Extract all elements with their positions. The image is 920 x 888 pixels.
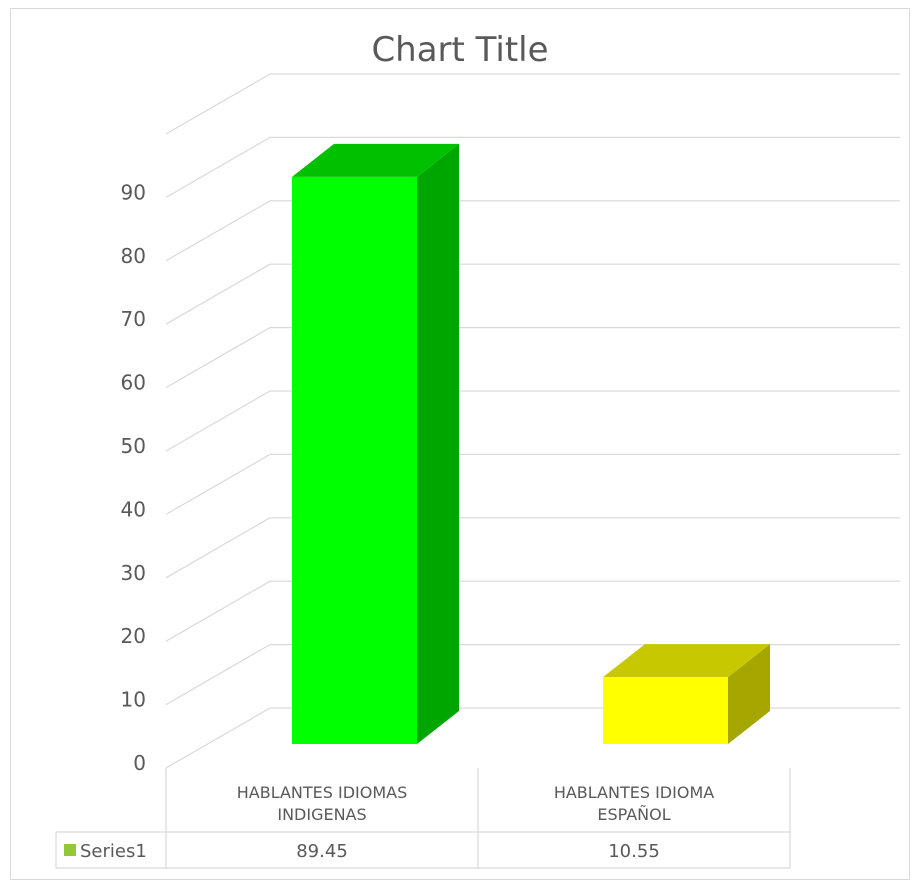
gridline-diagonal: [165, 136, 271, 198]
bar-side: [728, 644, 770, 744]
y-tick-label: 60: [121, 371, 146, 395]
y-tick-label: 0: [133, 751, 146, 775]
gridline-diagonal: [165, 327, 271, 389]
category-label: HABLANTES IDIOMAS INDIGENAS: [237, 783, 408, 824]
legend-key: [64, 844, 76, 856]
y-tick-label: 50: [121, 434, 146, 458]
y-tick-label: 10: [121, 688, 146, 712]
gridline-diagonal: [165, 263, 271, 325]
y-tick-label: 70: [121, 307, 146, 331]
bar-top: [603, 644, 770, 678]
data-table: HABLANTES IDIOMAS INDIGENAS HABLANTES IDIO…: [55, 768, 791, 869]
bar-top: [292, 143, 459, 177]
chart-title: Chart Title: [371, 30, 549, 70]
y-tick-label: 30: [121, 561, 146, 585]
data-label: 89.45: [296, 841, 348, 862]
bar-side: [417, 143, 459, 745]
y-tick-label: 40: [121, 497, 146, 521]
gridline-diagonal: [165, 644, 271, 706]
y-tick-label: 90: [121, 180, 146, 204]
bar: [603, 677, 728, 744]
gridline-diagonal: [165, 200, 271, 262]
y-tick-label: 80: [121, 244, 146, 268]
gridline-diagonal: [165, 453, 271, 515]
chart-frame: [10, 8, 910, 880]
category-label: HABLANTES IDIOMA ESPAÑOL: [554, 783, 714, 824]
legend-series-name: Series1: [80, 841, 147, 862]
y-tick-label: 20: [121, 624, 146, 648]
gridline-diagonal: [165, 390, 271, 452]
bar: [292, 176, 417, 745]
gridline-diagonal: [165, 517, 271, 579]
y-axis-ticks: 0 10 20 30 40 50 60 70 80 90: [121, 180, 146, 775]
gridline-diagonal: [165, 580, 271, 642]
gridline-diagonal: [165, 73, 271, 135]
data-label: 10.55: [608, 841, 660, 862]
bars: [292, 143, 770, 745]
gridlines: [165, 73, 900, 769]
gridline-diagonal: [165, 707, 271, 769]
